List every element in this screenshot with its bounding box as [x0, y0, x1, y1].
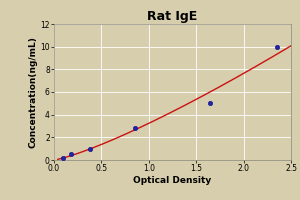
Point: [69, 153, 74, 156]
Point: [61, 157, 66, 160]
Point: [132, 127, 137, 130]
Point: [274, 45, 279, 48]
Y-axis label: Concentration(ng/mL): Concentration(ng/mL): [28, 36, 38, 148]
Point: [208, 102, 213, 105]
Point: [88, 147, 92, 150]
X-axis label: Optical Density: Optical Density: [134, 176, 212, 185]
Title: Rat IgE: Rat IgE: [147, 10, 198, 23]
